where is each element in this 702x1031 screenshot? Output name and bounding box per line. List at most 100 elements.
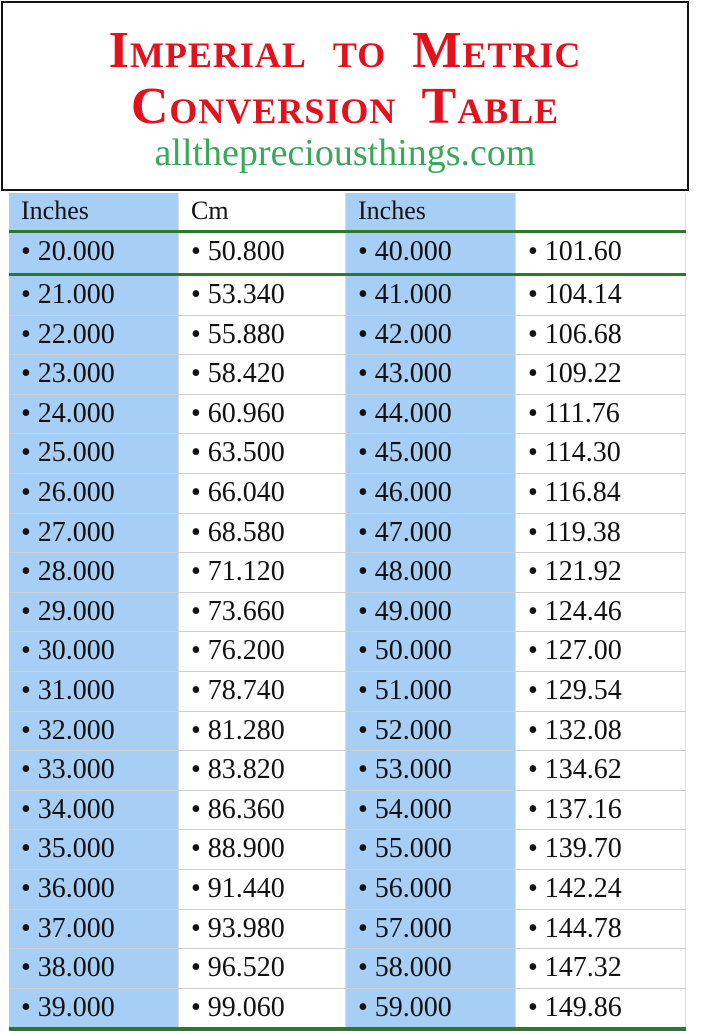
cm-cell: • 127.00 bbox=[516, 632, 686, 671]
table-row: • 24.000 • 60.960 • 44.000 • 111.76 bbox=[9, 394, 686, 435]
cm-cell: • 93.980 bbox=[179, 909, 346, 949]
cm-cell: • 58.420 bbox=[179, 355, 346, 394]
cm-cell: • 53.340 bbox=[179, 276, 346, 315]
inches-cell: • 59.000 bbox=[346, 988, 516, 1028]
table-row: • 33.000 • 83.820 • 53.000 • 134.62 bbox=[9, 751, 686, 791]
inches-cell: • 36.000 bbox=[9, 869, 179, 909]
cm-cell: • 96.520 bbox=[179, 949, 346, 988]
cm-cell: • 134.62 bbox=[516, 751, 686, 790]
cm-cell: • 106.68 bbox=[516, 315, 686, 355]
cm-cell: • 68.580 bbox=[179, 513, 346, 553]
inches-cell: • 31.000 bbox=[9, 671, 179, 711]
inches-cell: • 41.000 bbox=[346, 276, 516, 315]
cm-cell: • 129.54 bbox=[516, 671, 686, 711]
inches-cell: • 42.000 bbox=[346, 315, 516, 355]
title-banner: Imperial to Metric Conversion Table allt… bbox=[1, 1, 689, 191]
inches-cell: • 37.000 bbox=[9, 909, 179, 949]
site-watermark: allthepreciousthings.com bbox=[154, 132, 536, 174]
header-inches-1: Inches bbox=[9, 193, 179, 230]
table-body: • 20.000 • 50.800 • 40.000 • 101.60 • 21.000… bbox=[9, 233, 686, 1031]
table-header-row: Inches Cm Inches bbox=[9, 193, 686, 233]
cm-cell: • 124.46 bbox=[516, 592, 686, 632]
cm-cell: • 91.440 bbox=[179, 869, 346, 909]
table-row: • 38.000 • 96.520 • 58.000 • 147.32 bbox=[9, 949, 686, 989]
inches-cell: • 34.000 bbox=[9, 790, 179, 830]
cm-cell: • 81.280 bbox=[179, 711, 346, 751]
inches-cell: • 22.000 bbox=[9, 315, 179, 355]
inches-cell: • 52.000 bbox=[346, 711, 516, 751]
inches-cell: • 21.000 bbox=[9, 276, 179, 315]
table-row: • 39.000 • 99.060 • 59.000 • 149.86 bbox=[9, 988, 686, 1031]
inches-cell: • 57.000 bbox=[346, 909, 516, 949]
inches-cell: • 38.000 bbox=[9, 949, 179, 988]
table-row: • 28.000 • 71.120 • 48.000 • 121.92 bbox=[9, 553, 686, 593]
inches-cell: • 39.000 bbox=[9, 988, 179, 1028]
inches-cell: • 28.000 bbox=[9, 553, 179, 592]
cm-cell: • 50.800 bbox=[179, 233, 346, 273]
cm-cell: • 139.70 bbox=[516, 830, 686, 869]
cm-cell: • 104.14 bbox=[516, 276, 686, 315]
cm-cell: • 101.60 bbox=[516, 233, 686, 273]
cm-cell: • 60.960 bbox=[179, 394, 346, 434]
inches-cell: • 50.000 bbox=[346, 632, 516, 671]
inches-cell: • 47.000 bbox=[346, 513, 516, 553]
inches-cell: • 27.000 bbox=[9, 513, 179, 553]
cm-cell: • 73.660 bbox=[179, 592, 346, 632]
inches-cell: • 25.000 bbox=[9, 434, 179, 473]
table-row: • 27.000 • 68.580 • 47.000 • 119.38 bbox=[9, 513, 686, 554]
header-cm-1: Cm bbox=[179, 193, 346, 230]
cm-cell: • 147.32 bbox=[516, 949, 686, 988]
table-row: • 26.000 • 66.040 • 46.000 • 116.84 bbox=[9, 473, 686, 514]
inches-cell: • 55.000 bbox=[346, 830, 516, 869]
cm-cell: • 121.92 bbox=[516, 553, 686, 592]
inches-cell: • 29.000 bbox=[9, 592, 179, 632]
cm-cell: • 88.900 bbox=[179, 830, 346, 869]
table-row: • 30.000 • 76.200 • 50.000 • 127.00 bbox=[9, 632, 686, 672]
cm-cell: • 111.76 bbox=[516, 394, 686, 434]
inches-cell: • 20.000 bbox=[9, 233, 179, 273]
inches-cell: • 23.000 bbox=[9, 355, 179, 394]
header-inches-2: Inches bbox=[346, 193, 516, 230]
cm-cell: • 76.200 bbox=[179, 632, 346, 671]
inches-cell: • 43.000 bbox=[346, 355, 516, 394]
inches-cell: • 35.000 bbox=[9, 830, 179, 869]
inches-cell: • 26.000 bbox=[9, 473, 179, 513]
inches-cell: • 30.000 bbox=[9, 632, 179, 671]
header-cm-2 bbox=[516, 193, 686, 230]
table-row: • 29.000 • 73.660 • 49.000 • 124.46 bbox=[9, 592, 686, 633]
inches-cell: • 33.000 bbox=[9, 751, 179, 790]
cm-cell: • 142.24 bbox=[516, 869, 686, 909]
cm-cell: • 119.38 bbox=[516, 513, 686, 553]
inches-cell: • 49.000 bbox=[346, 592, 516, 632]
table-row: • 36.000 • 91.440 • 56.000 • 142.24 bbox=[9, 869, 686, 910]
table-row: • 22.000 • 55.880 • 42.000 • 106.68 bbox=[9, 315, 686, 356]
cm-cell: • 63.500 bbox=[179, 434, 346, 473]
inches-cell: • 51.000 bbox=[346, 671, 516, 711]
conversion-table: Inches Cm Inches • 20.000 • 50.800 • 40.00… bbox=[9, 193, 686, 1031]
cm-cell: • 132.08 bbox=[516, 711, 686, 751]
cm-cell: • 86.360 bbox=[179, 790, 346, 830]
cm-cell: • 144.78 bbox=[516, 909, 686, 949]
cm-cell: • 55.880 bbox=[179, 315, 346, 355]
inches-cell: • 46.000 bbox=[346, 473, 516, 513]
table-row: • 23.000 • 58.420 • 43.000 • 109.22 bbox=[9, 355, 686, 395]
inches-cell: • 32.000 bbox=[9, 711, 179, 751]
table-row: • 21.000 • 53.340 • 41.000 • 104.14 bbox=[9, 276, 686, 316]
cm-cell: • 109.22 bbox=[516, 355, 686, 394]
inches-cell: • 53.000 bbox=[346, 751, 516, 790]
cm-cell: • 83.820 bbox=[179, 751, 346, 790]
cm-cell: • 149.86 bbox=[516, 988, 686, 1028]
table-row: • 32.000 • 81.280 • 52.000 • 132.08 bbox=[9, 711, 686, 752]
cm-cell: • 78.740 bbox=[179, 671, 346, 711]
cm-cell: • 66.040 bbox=[179, 473, 346, 513]
table-row: • 25.000 • 63.500 • 45.000 • 114.30 bbox=[9, 434, 686, 474]
table-row: • 37.000 • 93.980 • 57.000 • 144.78 bbox=[9, 909, 686, 950]
table-row: • 35.000 • 88.900 • 55.000 • 139.70 bbox=[9, 830, 686, 870]
cm-cell: • 114.30 bbox=[516, 434, 686, 473]
inches-cell: • 48.000 bbox=[346, 553, 516, 592]
title-line-1: Imperial to Metric bbox=[108, 22, 582, 79]
inches-cell: • 44.000 bbox=[346, 394, 516, 434]
inches-cell: • 24.000 bbox=[9, 394, 179, 434]
cm-cell: • 116.84 bbox=[516, 473, 686, 513]
table-row: • 34.000 • 86.360 • 54.000 • 137.16 bbox=[9, 790, 686, 831]
